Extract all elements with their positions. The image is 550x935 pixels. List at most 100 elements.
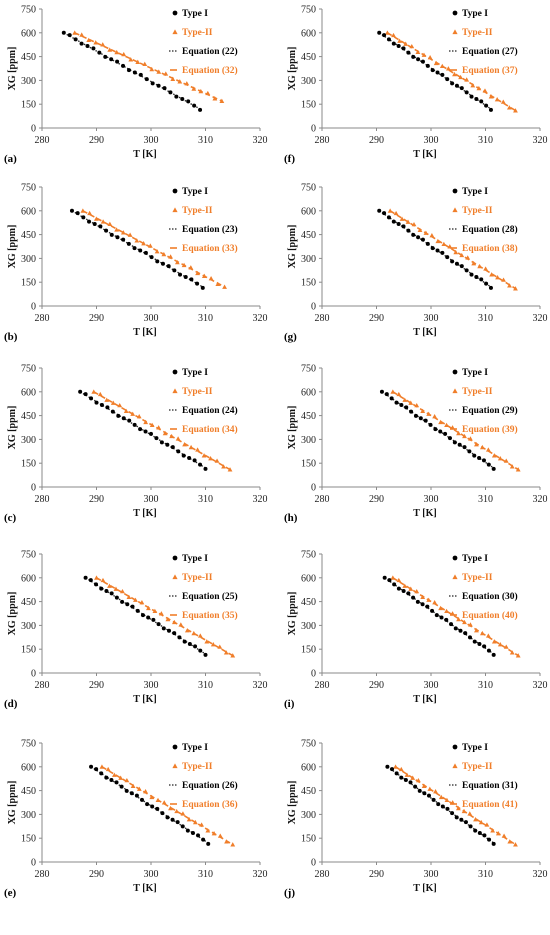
type2-point [417, 227, 423, 233]
type2-point [170, 76, 176, 81]
type2-point [456, 430, 461, 436]
type1-point [78, 389, 83, 394]
x-tick-label: 290 [369, 680, 384, 691]
x-tick-label: 300 [144, 313, 159, 324]
x-tick-label: 290 [89, 869, 104, 880]
type2-point [452, 71, 457, 77]
type2-point [465, 255, 471, 260]
type1-point [192, 458, 197, 463]
x-tick-label: 290 [89, 313, 104, 324]
type1-point [445, 77, 450, 82]
type1-point [150, 804, 155, 809]
type1-point [403, 778, 408, 783]
type2-point [212, 96, 218, 101]
type2-point [456, 616, 461, 622]
type2-point [426, 597, 432, 602]
type2-point [479, 630, 485, 636]
type2-point [441, 241, 447, 247]
type1-point [75, 211, 80, 216]
y-tick-label: 450 [301, 230, 316, 241]
legend-marker-type1 [172, 188, 178, 194]
type1-point [425, 604, 430, 609]
type1-point [472, 639, 477, 644]
type1-point [484, 103, 489, 108]
type2-point [217, 644, 223, 649]
x-tick-label: 280 [315, 869, 330, 880]
type2-point [205, 90, 211, 96]
panel-label: (a) [4, 153, 17, 165]
type2-point [165, 616, 171, 622]
y-tick-label: 450 [21, 597, 36, 608]
type1-point [175, 820, 180, 825]
type1-point [176, 449, 181, 454]
x-tick-label: 280 [315, 135, 330, 146]
y-tick-label: 300 [21, 435, 36, 446]
type2-point [473, 817, 478, 822]
type1-point [392, 582, 397, 587]
type2-point [404, 772, 410, 777]
type2-point [421, 52, 427, 57]
y-tick-label: 0 [31, 124, 36, 135]
panel-label: (j) [284, 887, 295, 899]
equation-line-type2 [392, 577, 519, 657]
type1-point [420, 602, 425, 607]
type1-point [384, 392, 389, 397]
type2-point [205, 828, 211, 833]
type1-point [486, 462, 491, 467]
type2-point [128, 57, 134, 62]
x-axis-title: T [K] [133, 883, 156, 894]
type2-point [208, 456, 213, 461]
x-tick-label: 310 [478, 869, 493, 880]
type2-point [433, 789, 438, 794]
type2-point [402, 583, 408, 588]
type2-point [184, 81, 190, 86]
type2-point [208, 276, 214, 281]
type1-point [399, 775, 404, 780]
type2-point [188, 444, 194, 450]
type2-point [438, 794, 444, 800]
type1-point [94, 767, 99, 772]
type2-point [93, 40, 99, 45]
legend-label: Type I [182, 9, 208, 19]
y-tick-label: 150 [21, 834, 36, 845]
legend-marker-type2 [452, 29, 458, 35]
type2-point [147, 243, 153, 248]
type1-point [165, 815, 170, 820]
type1-point [203, 652, 208, 657]
type2-point [385, 30, 390, 35]
legend-label: Type-II [182, 206, 213, 216]
x-tick-label: 280 [315, 680, 330, 691]
type1-point [206, 841, 211, 846]
panel-label: (b) [4, 331, 18, 343]
type1-point [140, 613, 145, 618]
type2-point [410, 775, 416, 780]
legend-marker-type2 [172, 574, 178, 580]
type2-point [219, 98, 225, 103]
type1-point [109, 778, 114, 783]
type1-point [377, 208, 382, 213]
type1-point [185, 828, 190, 833]
equation-line-type1 [384, 577, 495, 655]
y-tick-label: 300 [301, 621, 316, 632]
type2-point [484, 822, 490, 827]
legend-label: Equation (26) [182, 780, 238, 791]
type2-point [429, 233, 435, 238]
y-tick-label: 300 [21, 254, 36, 265]
type2-point [393, 210, 399, 216]
y-tick-label: 600 [21, 206, 36, 217]
type1-point [156, 622, 161, 627]
type2-point [121, 51, 127, 57]
type2-point [491, 453, 497, 458]
type2-point [497, 456, 503, 461]
type2-point [513, 286, 518, 291]
type1-point [459, 86, 464, 91]
type2-point [141, 241, 147, 246]
type1-point [450, 811, 455, 816]
legend-label: Type I [462, 187, 488, 197]
x-tick-label: 280 [315, 494, 330, 505]
x-tick-label: 310 [198, 869, 213, 880]
type2-point [126, 594, 132, 600]
type2-point [396, 577, 402, 583]
type1-point [134, 793, 139, 798]
